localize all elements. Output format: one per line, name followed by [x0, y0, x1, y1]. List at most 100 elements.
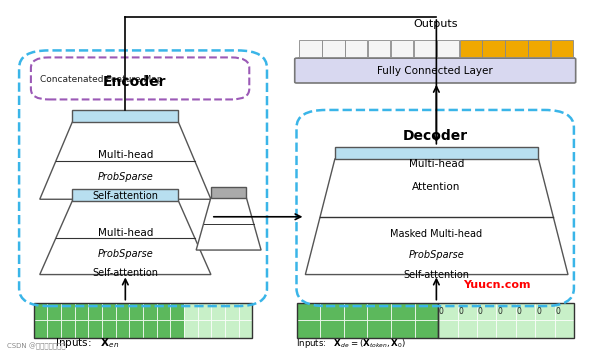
Bar	[391, 303, 415, 320]
Bar	[460, 40, 482, 58]
Bar	[238, 320, 252, 337]
Bar	[323, 40, 345, 58]
Bar	[368, 40, 390, 58]
Bar	[344, 320, 367, 337]
Bar	[88, 320, 102, 337]
Bar	[415, 303, 438, 320]
Bar	[47, 320, 61, 337]
Text: 0: 0	[477, 307, 483, 316]
Bar	[554, 303, 574, 320]
Text: Attention: Attention	[412, 182, 461, 192]
Bar	[528, 40, 550, 58]
Bar	[438, 303, 458, 320]
Bar	[296, 320, 320, 337]
Text: Self-attention: Self-attention	[403, 270, 470, 280]
Text: Masked Multi-head: Masked Multi-head	[390, 229, 483, 239]
Polygon shape	[305, 159, 568, 275]
Bar	[225, 303, 238, 320]
Polygon shape	[40, 201, 211, 275]
Text: 0: 0	[458, 307, 463, 316]
Bar	[143, 320, 157, 337]
Bar	[296, 303, 320, 320]
Text: 0: 0	[556, 307, 560, 316]
Bar	[170, 320, 184, 337]
Bar	[211, 320, 225, 337]
Bar	[496, 320, 516, 337]
Text: Multi-head: Multi-head	[98, 228, 153, 238]
Text: 0: 0	[497, 307, 502, 316]
Bar	[197, 303, 211, 320]
Bar	[299, 40, 322, 58]
Bar	[320, 320, 344, 337]
Bar	[116, 303, 129, 320]
Text: 0: 0	[439, 307, 444, 316]
Bar	[61, 303, 75, 320]
Bar	[238, 303, 252, 320]
Bar	[367, 303, 391, 320]
Text: Self-attention: Self-attention	[93, 191, 158, 201]
Text: Fully Connected Layer: Fully Connected Layer	[377, 66, 493, 76]
Bar	[344, 303, 367, 320]
Polygon shape	[335, 147, 538, 159]
Bar	[414, 40, 436, 58]
Text: Decoder: Decoder	[403, 129, 468, 143]
Bar	[34, 303, 252, 337]
Text: Inputs:   $\mathbf{X}_{en}$: Inputs: $\mathbf{X}_{en}$	[55, 336, 119, 350]
Bar	[47, 303, 61, 320]
Text: Self-attention: Self-attention	[93, 268, 158, 278]
Text: Outputs: Outputs	[413, 19, 457, 29]
FancyBboxPatch shape	[295, 58, 576, 83]
Text: ProbSparse: ProbSparse	[97, 172, 153, 181]
Bar	[143, 303, 157, 320]
Polygon shape	[72, 110, 178, 122]
Text: Encoder: Encoder	[103, 75, 166, 89]
Bar	[415, 320, 438, 337]
Bar	[61, 320, 75, 337]
Bar	[102, 303, 116, 320]
Text: Inputs:   $\mathbf{X}_{de}=(\mathbf{X}_{token}, \mathbf{X}_0)$: Inputs: $\mathbf{X}_{de}=(\mathbf{X}_{to…	[296, 337, 407, 350]
Bar	[516, 320, 535, 337]
Bar	[225, 320, 238, 337]
Bar	[438, 303, 574, 337]
Bar	[211, 303, 225, 320]
Bar	[345, 40, 368, 58]
Bar	[477, 320, 496, 337]
Bar	[554, 320, 574, 337]
Bar	[496, 303, 516, 320]
Bar	[391, 320, 415, 337]
Bar	[184, 303, 197, 320]
Text: Multi-head: Multi-head	[98, 150, 153, 161]
Bar	[296, 303, 438, 337]
Bar	[391, 40, 413, 58]
Bar	[551, 40, 573, 58]
Bar	[102, 320, 116, 337]
Bar	[184, 320, 197, 337]
Bar	[129, 303, 143, 320]
Bar	[535, 303, 554, 320]
Bar	[367, 320, 391, 337]
Bar	[505, 40, 528, 58]
Bar	[75, 303, 88, 320]
Bar	[34, 320, 47, 337]
Bar	[458, 303, 477, 320]
Text: 0: 0	[517, 307, 521, 316]
Bar	[438, 320, 458, 337]
Text: Yuucn.com: Yuucn.com	[463, 280, 531, 290]
Bar	[34, 303, 47, 320]
Text: Concatenated Feature Map: Concatenated Feature Map	[40, 75, 162, 84]
Bar	[75, 320, 88, 337]
Bar	[320, 303, 344, 320]
Polygon shape	[196, 198, 261, 250]
Text: ProbSparse: ProbSparse	[97, 249, 153, 258]
Text: CSDN @郑炳娆快去学习: CSDN @郑炳娆快去学习	[7, 342, 66, 350]
Bar	[157, 303, 170, 320]
Bar	[458, 320, 477, 337]
Bar	[535, 320, 554, 337]
Bar	[483, 40, 505, 58]
Bar	[170, 303, 184, 320]
Polygon shape	[211, 187, 246, 198]
Text: 0: 0	[536, 307, 541, 316]
Polygon shape	[72, 189, 178, 201]
Text: ProbSparse: ProbSparse	[409, 250, 464, 260]
Polygon shape	[40, 122, 211, 199]
